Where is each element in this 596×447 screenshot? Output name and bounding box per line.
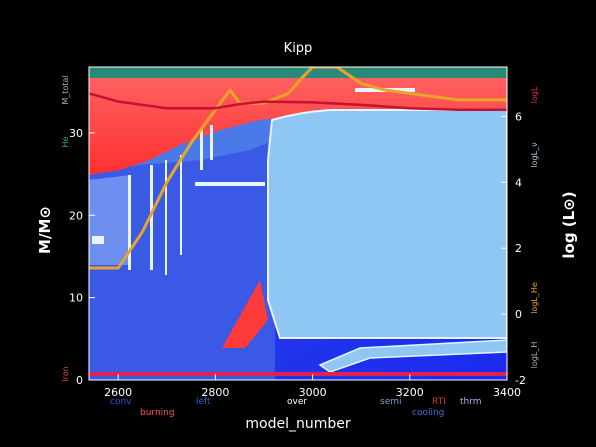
x-tick-label: 2800 (201, 386, 229, 399)
axis-layer: 2600 2800 3000 3200 3400 0 10 20 30 -2 0 2 4 6 (69, 110, 526, 399)
y-right-tick-label: -2 (515, 374, 526, 387)
series-line-logl-h (89, 92, 507, 112)
legend: conv burning left over semi RTI cooling … (110, 397, 482, 418)
region-outer-burning (89, 78, 507, 175)
region-top-strip (89, 67, 507, 78)
legend-conv: conv (110, 397, 132, 407)
side-label-loghe: logL_He (530, 282, 539, 314)
side-label-he: He (61, 136, 70, 147)
plot-frame (88, 66, 508, 381)
y-axis-label-left: M/M⊙ (36, 206, 54, 254)
y-left-tick-label: 0 (76, 374, 83, 387)
side-label-lognu: logL_ν (530, 142, 539, 168)
series-line-logl (89, 67, 507, 270)
y-left-tick-label: 10 (69, 292, 83, 305)
y-right-tick-label: 2 (515, 242, 522, 255)
y-right-tick-label: 4 (515, 176, 522, 189)
x-tick-label: 3200 (396, 386, 424, 399)
legend-cooling: cooling (412, 408, 444, 418)
side-label-iron: Iron (61, 366, 70, 381)
legend-left: left (196, 397, 211, 407)
legend-semi: semi (380, 397, 402, 407)
region-bottom-line (89, 372, 507, 376)
legend-burning: burning (140, 408, 175, 418)
x-tick-label: 2600 (104, 386, 132, 399)
x-tick-label: 3400 (493, 386, 521, 399)
side-label-mtotal: M_total (61, 75, 70, 104)
y-right-tick-label: 0 (515, 308, 522, 321)
legend-rti: RTI (432, 397, 446, 407)
y-right-tick-label: 6 (515, 110, 522, 123)
plot-area (89, 67, 507, 380)
side-label-logh: logL_H (530, 342, 539, 369)
legend-over: over (287, 397, 307, 407)
y-left-tick-label: 30 (69, 127, 83, 140)
series-layer (89, 67, 507, 270)
region-left-pale (89, 175, 130, 265)
x-axis-label: model_number (245, 416, 350, 432)
side-label-logl: logL (530, 86, 539, 103)
x-tick-label: 3000 (299, 386, 327, 399)
chart-title: Kipp (284, 41, 313, 56)
y-axis-label-right: log (L⊙) (560, 191, 578, 258)
region-convective-core (267, 109, 507, 339)
region-red-wedge (222, 280, 268, 348)
y-left-tick-label: 20 (69, 209, 83, 222)
legend-thrm: thrm (460, 397, 482, 407)
region-left-envelope (89, 140, 275, 380)
